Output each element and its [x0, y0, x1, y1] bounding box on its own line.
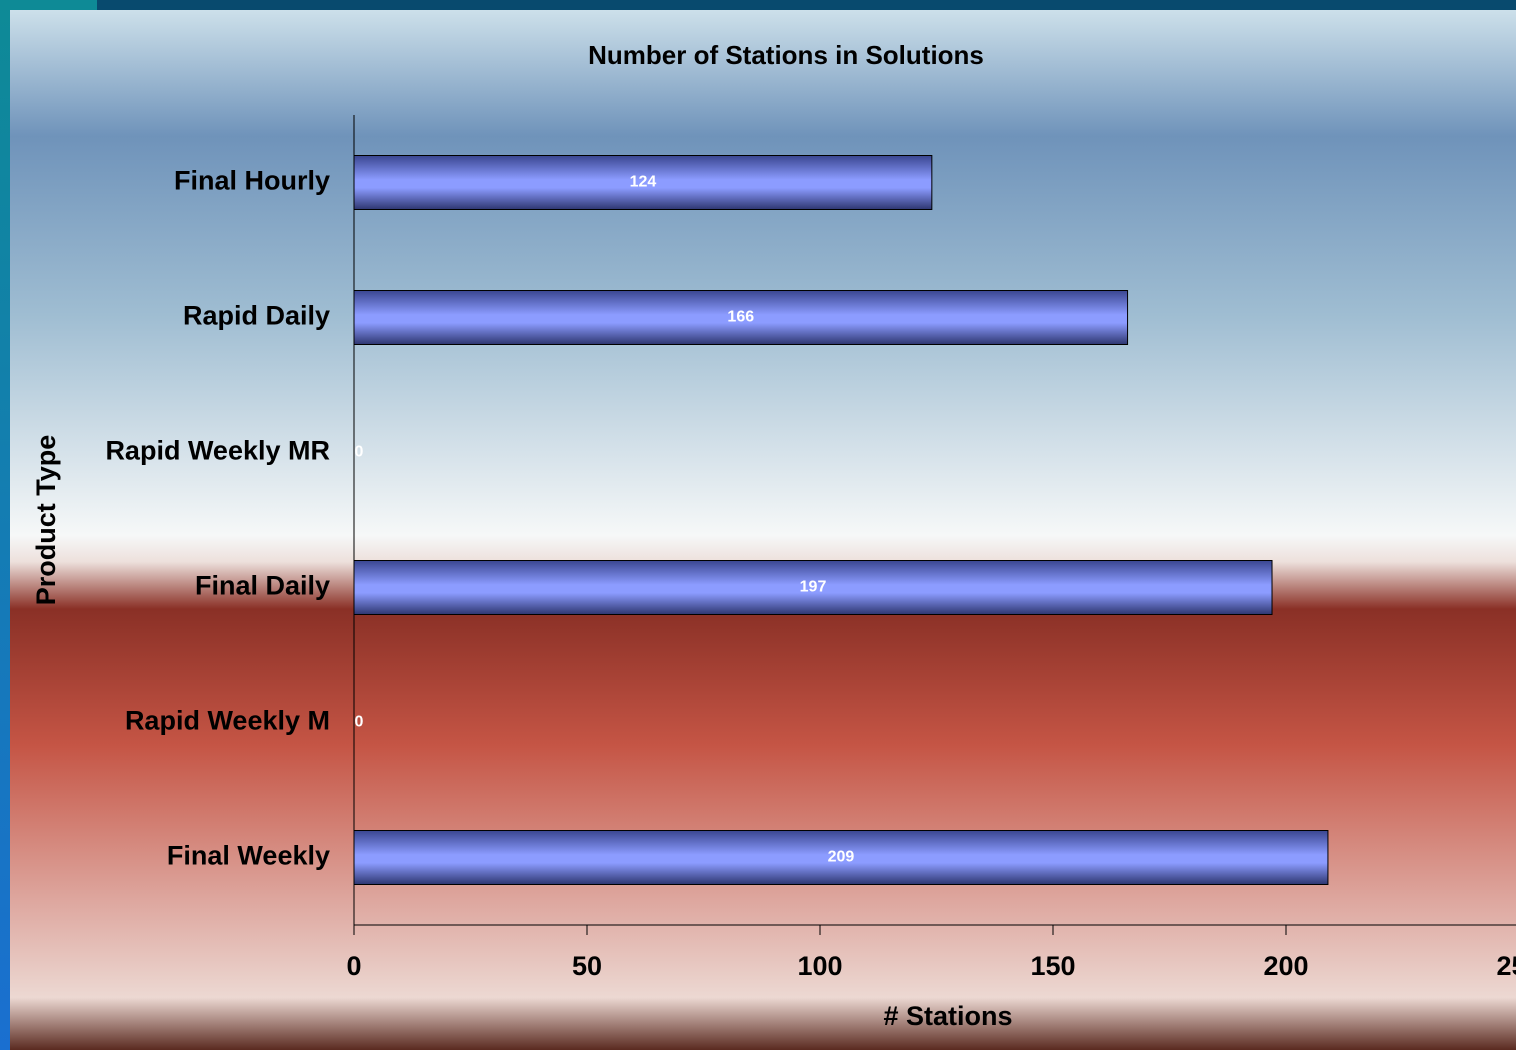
x-axis-title: # Stations [883, 1001, 1012, 1031]
x-tick-label: 50 [572, 951, 602, 981]
bar [353, 560, 1273, 615]
bar [353, 290, 1129, 345]
bar [353, 155, 933, 210]
x-tick-label: 0 [346, 951, 361, 981]
y-tick-label: Rapid Weekly M [125, 706, 330, 736]
y-tick-label: Final Daily [195, 571, 330, 601]
y-axis-title: Product Type [31, 435, 61, 606]
chart-title: Number of Stations in Solutions [588, 40, 984, 70]
x-tick-label: 250 [1496, 951, 1516, 981]
bar [353, 830, 1329, 885]
plot-area: 0 50 100 150 200 250 Final Hourly 124 Rapid Dail… [105, 115, 1516, 981]
y-tick-label: Rapid Weekly MR [105, 436, 330, 466]
x-tick-label: 150 [1030, 951, 1075, 981]
y-tick-label: Final Hourly [174, 166, 330, 196]
x-tick-label: 100 [797, 951, 842, 981]
value-label: 0 [355, 714, 364, 731]
value-label: 209 [828, 849, 855, 866]
value-label: 124 [630, 174, 657, 191]
side-bar [0, 0, 10, 1050]
top-tab [0, 0, 97, 10]
y-tick-label: Final Weekly [167, 841, 330, 871]
y-tick-label: Rapid Daily [183, 301, 330, 331]
value-label: 197 [800, 579, 827, 596]
x-tick-label: 200 [1263, 951, 1308, 981]
value-label: 0 [355, 444, 364, 461]
value-label: 166 [727, 309, 754, 326]
top-bar [0, 0, 1516, 10]
